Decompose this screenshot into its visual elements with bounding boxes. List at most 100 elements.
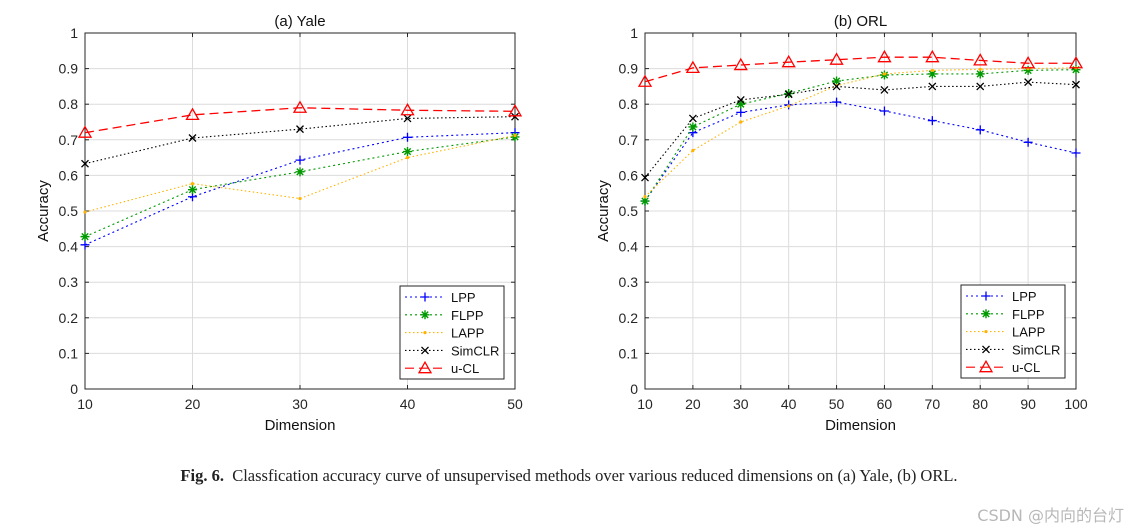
legend-label: FLPP: [1012, 307, 1045, 322]
data-point: [880, 86, 889, 94]
legend-label: LAPP: [451, 326, 484, 341]
y-tick-label: 0.6: [59, 167, 79, 183]
y-tick-label: 0.1: [619, 345, 639, 361]
data-point: [877, 49, 892, 63]
series-line: [84, 107, 516, 134]
data-point: [83, 210, 87, 214]
data-point: [188, 134, 197, 142]
x-tick-label: 50: [507, 396, 523, 412]
y-tick-label: 0.2: [619, 310, 639, 326]
data-point: [1068, 55, 1084, 69]
data-point: [1071, 148, 1081, 158]
y-tick-label: 0.1: [59, 345, 79, 361]
data-point: [1020, 55, 1036, 69]
data-point: [736, 95, 745, 104]
y-tick-label: 1: [70, 25, 78, 41]
data-point: [925, 49, 940, 63]
legend-marker: [978, 359, 994, 373]
legend-entry: u-CL: [966, 359, 1040, 375]
data-point: [829, 52, 844, 65]
data-point: [688, 122, 698, 132]
x-axis-label: Dimension: [825, 417, 896, 434]
data-point: [976, 82, 985, 91]
x-tick-label: 60: [877, 396, 893, 412]
legend-entry: FLPP: [405, 308, 484, 323]
y-tick-label: 0.4: [619, 239, 639, 255]
data-point: [978, 67, 982, 71]
data-point: [688, 114, 697, 123]
y-tick-label: 0.3: [59, 274, 79, 290]
data-point: [295, 167, 305, 177]
x-tick-label: 30: [733, 396, 749, 412]
chart-title: (a) Yale: [274, 13, 325, 30]
legend-marker: [981, 309, 991, 319]
chart-orl: 10 20 30 40 50 60 70 80 90 100 0 0.1 0.2 0.3 0.4 0.5 0.6…: [595, 13, 1088, 434]
y-tick-label: 1: [630, 25, 638, 41]
data-point: [641, 173, 649, 182]
data-point: [296, 125, 304, 134]
y-tick-label: 0.4: [59, 239, 79, 255]
y-tick-label: 0: [630, 381, 638, 397]
y-tick-label: 0.7: [59, 132, 79, 148]
data-point: [1072, 80, 1080, 89]
data-point: [736, 107, 746, 117]
y-axis-label: Accuracy: [595, 180, 612, 242]
chart-yale: 10 20 30 40 50 0 0.1 0.2 0.3 0.4 0.5 0.6 0.7 0.8 0.9 1 (…: [35, 13, 523, 434]
data-point: [736, 99, 746, 109]
data-point: [691, 148, 695, 153]
x-tick-label: 100: [1064, 396, 1088, 412]
x-tick-label: 40: [781, 396, 797, 412]
data-point: [507, 104, 523, 117]
data-point: [879, 106, 889, 116]
x-tick-label: 20: [185, 396, 201, 412]
series-line: [644, 67, 1077, 198]
legend-marker: [420, 292, 430, 302]
series-line: [644, 101, 1077, 202]
legend-label: SimCLR: [1012, 342, 1060, 357]
x-tick-label: 20: [685, 396, 701, 412]
data-point: [927, 69, 937, 79]
data-point: [1024, 78, 1033, 87]
series-simclr: [81, 112, 519, 168]
data-point: [1023, 137, 1033, 147]
legend-label: LPP: [1012, 289, 1037, 304]
data-point: [511, 112, 519, 121]
y-tick-label: 0.2: [59, 310, 79, 326]
data-point: [975, 69, 985, 79]
legend-marker: [421, 346, 429, 355]
x-tick-label: 40: [400, 396, 416, 412]
data-point: [927, 116, 937, 126]
data-point: [930, 68, 934, 72]
caption-label: Fig. 6.: [180, 466, 224, 485]
x-axis-label: Dimension: [265, 417, 336, 434]
series-lapp: [83, 133, 517, 214]
x-tick-label: 30: [292, 396, 308, 412]
figure-caption: Fig. 6. Classfication accuracy curve of …: [0, 466, 1138, 486]
data-point: [295, 155, 305, 165]
x-tick-label: 90: [1020, 396, 1036, 412]
data-point: [403, 132, 412, 142]
y-tick-label: 0.8: [59, 96, 79, 112]
data-point: [784, 90, 793, 99]
y-tick-label: 0.5: [619, 203, 639, 219]
data-point: [1023, 65, 1033, 75]
x-tick-label: 70: [925, 396, 941, 412]
data-point: [405, 156, 410, 160]
legend-label: FLPP: [451, 308, 484, 323]
series-line: [644, 81, 1077, 178]
y-tick-label: 0.8: [619, 96, 639, 112]
data-point: [77, 125, 93, 138]
data-point: [403, 114, 412, 123]
legend: LPP FLPP LAPP SimCLR u-CL: [960, 284, 1066, 379]
legend-entry: LAPP: [405, 326, 484, 341]
y-axis-label: Accuracy: [35, 180, 52, 242]
x-tick-label: 80: [972, 396, 988, 412]
data-point: [80, 240, 90, 250]
legend-entry: LPP: [966, 289, 1037, 304]
legend-entry: SimCLR: [966, 342, 1060, 357]
x-tick-label: 10: [77, 396, 93, 412]
legend-marker: [420, 310, 430, 320]
data-point: [928, 82, 937, 91]
data-point: [403, 147, 412, 157]
series-u-cl: [77, 100, 523, 138]
